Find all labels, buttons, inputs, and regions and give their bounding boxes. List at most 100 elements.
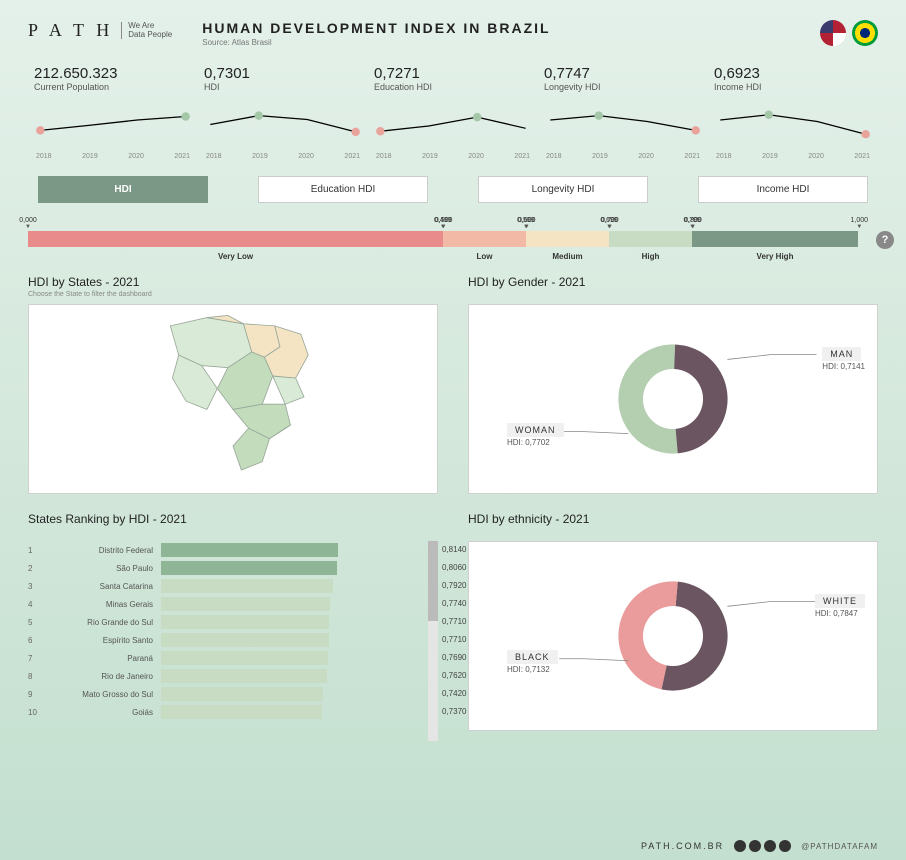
callout-black: BLACK HDI: 0,7132 <box>507 650 558 674</box>
rank-number: 7 <box>28 654 46 663</box>
kpi-card: 0,7301 HDI 2018201920202021 <box>198 61 368 164</box>
rank-row[interactable]: 10 Goiás 0,7370 <box>28 703 438 721</box>
scale-tick: 0,000 <box>19 217 37 230</box>
header: P A T H We AreData People HUMAN DEVELOPM… <box>0 0 906 55</box>
rank-state: São Paulo <box>46 564 161 573</box>
ranking-title: States Ranking by HDI - 2021 <box>28 512 438 526</box>
flag-us-icon[interactable] <box>820 20 846 46</box>
scrollbar[interactable] <box>428 541 438 741</box>
logo-text: P A T H <box>28 20 113 41</box>
rank-number: 4 <box>28 600 46 609</box>
tab-income-hdi[interactable]: Income HDI <box>698 176 868 203</box>
rank-row[interactable]: 7 Paraná 0,7690 <box>28 649 438 667</box>
ethnicity-panel: HDI by ethnicity - 2021 WHITE HDI: 0,784… <box>468 512 878 741</box>
tab-hdi[interactable]: HDI <box>38 176 208 203</box>
rank-bar-wrap: 0,7420 <box>161 687 438 701</box>
sparkline <box>34 98 192 148</box>
rank-row[interactable]: 4 Minas Gerais 0,7740 <box>28 595 438 613</box>
gender-chart: MAN HDI: 0,7141 WOMAN HDI: 0,7702 <box>468 304 878 494</box>
facebook-icon[interactable] <box>779 840 791 852</box>
spark-axis: 2018201920202021 <box>544 153 702 160</box>
scale-seg-label: Medium <box>552 252 582 261</box>
rank-bar-wrap: 0,7740 <box>161 597 438 611</box>
brazil-map[interactable] <box>28 304 438 494</box>
rank-number: 10 <box>28 708 46 717</box>
source-label: Source: Atlas Brasil <box>202 38 550 47</box>
rank-value: 0,7690 <box>442 651 466 665</box>
kpi-value: 0,7301 <box>204 65 362 82</box>
rank-bar: 0,7710 <box>161 615 329 629</box>
flag-br-icon[interactable] <box>852 20 878 46</box>
spark-axis: 2018201920202021 <box>374 153 532 160</box>
rank-bar: 0,7690 <box>161 651 328 665</box>
rank-bar-wrap: 0,7370 <box>161 705 438 719</box>
rank-state: Rio Grande do Sul <box>46 618 161 627</box>
rank-row[interactable]: 6 Espírito Santo 0,7710 <box>28 631 438 649</box>
rank-row[interactable]: 1 Distrito Federal 0,8140 <box>28 541 438 559</box>
rank-bar: 0,8140 <box>161 543 338 557</box>
kpi-row: 212.650.323 Current Population 201820192… <box>0 55 906 168</box>
rank-number: 3 <box>28 582 46 591</box>
rank-bar-wrap: 0,7710 <box>161 615 438 629</box>
title-block: HUMAN DEVELOPMENT INDEX IN BRAZIL Source… <box>202 20 550 47</box>
rank-state: Mato Grosso do Sul <box>46 690 161 699</box>
rank-state: Minas Gerais <box>46 600 161 609</box>
linkedin-icon[interactable] <box>764 840 776 852</box>
rank-state: Rio de Janeiro <box>46 672 161 681</box>
ranking-list: 1 Distrito Federal 0,8140 2 São Paulo 0,… <box>28 541 438 741</box>
kpi-value: 0,7747 <box>544 65 702 82</box>
scale-segment: Very High <box>692 231 858 247</box>
kpi-value: 0,7271 <box>374 65 532 82</box>
rank-bar: 0,7920 <box>161 579 333 593</box>
kpi-value: 0,6923 <box>714 65 872 82</box>
scale-bar: Very LowLowMediumHighVery High <box>28 231 858 247</box>
spark-axis: 2018201920202021 <box>714 153 872 160</box>
footer-site[interactable]: PATH.COM.BR <box>641 841 724 851</box>
rank-state: Distrito Federal <box>46 546 161 555</box>
gender-title: HDI by Gender - 2021 <box>468 275 878 289</box>
rank-number: 2 <box>28 564 46 573</box>
footer: PATH.COM.BR @PATHDATAFAM <box>641 840 878 852</box>
footer-handle[interactable]: @PATHDATAFAM <box>801 842 878 851</box>
rank-bar: 0,7710 <box>161 633 329 647</box>
map-title: HDI by States - 2021 <box>28 275 438 289</box>
rank-bar-wrap: 0,7710 <box>161 633 438 647</box>
rank-row[interactable]: 3 Santa Catarina 0,7920 <box>28 577 438 595</box>
scale-seg-label: Very Low <box>218 252 253 261</box>
kpi-label: Longevity HDI <box>544 82 702 92</box>
rank-number: 8 <box>28 672 46 681</box>
scale-segment: High <box>609 231 692 247</box>
rank-value: 0,7740 <box>442 597 466 611</box>
scrollbar-thumb[interactable] <box>428 541 438 621</box>
map-subtitle: Choose the State to filter the dashboard <box>28 291 438 298</box>
scale-ticks: 0,0000,4990,5000,5990,6000,6990,7000,799… <box>28 217 878 231</box>
twitter-icon[interactable] <box>734 840 746 852</box>
rank-row[interactable]: 5 Rio Grande do Sul 0,7710 <box>28 613 438 631</box>
rank-row[interactable]: 9 Mato Grosso do Sul 0,7420 <box>28 685 438 703</box>
rank-row[interactable]: 8 Rio de Janeiro 0,7620 <box>28 667 438 685</box>
rank-bar: 0,7620 <box>161 669 327 683</box>
help-icon[interactable]: ? <box>876 231 894 249</box>
tab-education-hdi[interactable]: Education HDI <box>258 176 428 203</box>
rank-bar-wrap: 0,7620 <box>161 669 438 683</box>
rank-bar-wrap: 0,7920 <box>161 579 438 593</box>
rank-number: 1 <box>28 546 46 555</box>
rank-row[interactable]: 2 São Paulo 0,8060 <box>28 559 438 577</box>
language-flags <box>820 20 878 46</box>
scale-tick: 0,700 <box>601 217 619 230</box>
brazil-map-svg[interactable] <box>29 305 437 493</box>
rank-value: 0,7620 <box>442 669 466 683</box>
rank-value: 0,7920 <box>442 579 466 593</box>
rank-bar-wrap: 0,7690 <box>161 651 438 665</box>
instagram-icon[interactable] <box>749 840 761 852</box>
tab-longevity-hdi[interactable]: Longevity HDI <box>478 176 648 203</box>
ethnicity-donut <box>608 571 738 701</box>
rank-value: 0,7420 <box>442 687 466 701</box>
sparkline <box>714 98 872 148</box>
kpi-value: 212.650.323 <box>34 65 192 82</box>
rank-value: 0,8140 <box>442 543 466 557</box>
scale-tick: 1,000 <box>851 217 869 230</box>
rank-bar: 0,8060 <box>161 561 337 575</box>
callout-woman: WOMAN HDI: 0,7702 <box>507 423 564 447</box>
social-icons <box>734 840 791 852</box>
